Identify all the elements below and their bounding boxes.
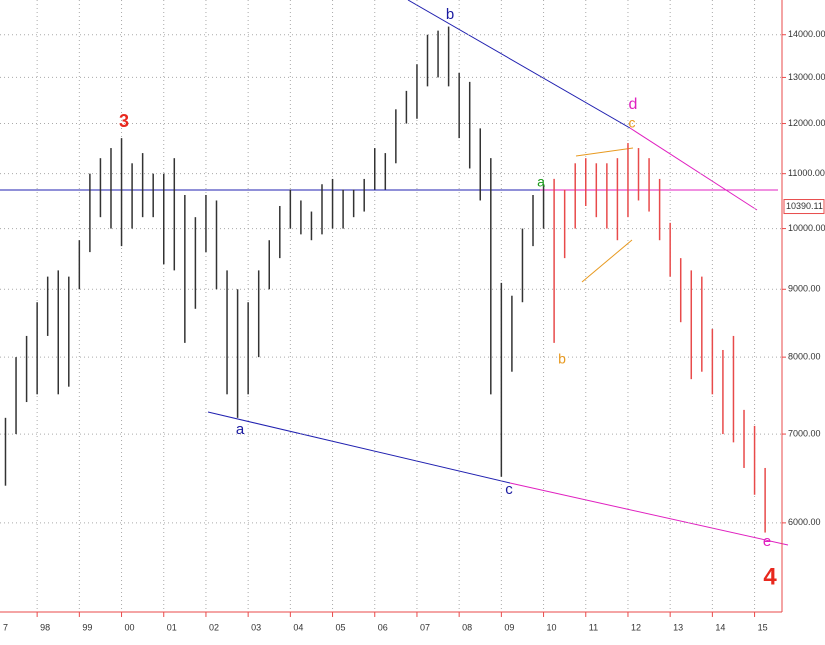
wave-label: b [558, 351, 566, 367]
y-tick-label: 10000.00 [788, 223, 825, 233]
y-tick-label: 8000.00 [788, 352, 821, 362]
x-tick-label: 09 [504, 622, 514, 632]
lower-trendline [207, 411, 511, 484]
x-tick-label: 04 [293, 622, 303, 632]
x-tick-label: 03 [251, 622, 261, 632]
y-tick-label: 7000.00 [788, 428, 821, 438]
x-tick-label: 06 [378, 622, 388, 632]
lower-trendline-ext [509, 482, 789, 546]
y-tick-label: 13000.00 [788, 72, 825, 82]
last-price-label: 10390.11 [786, 201, 823, 211]
y-tick-label: 6000.00 [788, 517, 821, 527]
x-tick-label: 12 [631, 622, 641, 632]
wave-label: b [446, 6, 454, 23]
last-price-box [783, 199, 825, 215]
wave-label: c [629, 115, 636, 131]
y-tick-label: 9000.00 [788, 284, 821, 294]
y-tick-label: 14000.00 [788, 29, 825, 39]
x-tick-label: 00 [125, 622, 135, 632]
wave-label: 4 [763, 563, 777, 590]
wave-label: c [505, 481, 513, 498]
x-tick-label: 01 [167, 622, 177, 632]
x-tick-label: 11 [589, 622, 598, 632]
x-tick-label: 07 [420, 622, 430, 632]
x-tick-label: 10 [547, 622, 557, 632]
x-tick-label: 7 [3, 622, 8, 632]
wave-label: e [763, 533, 771, 550]
wave-label: a [236, 421, 245, 438]
triangle-top [575, 147, 634, 157]
triangle-bottom [581, 239, 633, 283]
y-tick-label: 11000.00 [788, 168, 825, 178]
wave-label: a [537, 174, 545, 190]
x-tick-label: 99 [82, 622, 92, 632]
wave-label: d [629, 96, 638, 113]
upper-trendline-ext [629, 127, 758, 211]
x-tick-label: 13 [673, 622, 683, 632]
x-tick-label: 08 [462, 622, 472, 632]
x-tick-label: 15 [758, 622, 768, 632]
upper-trendline [407, 0, 631, 129]
x-tick-label: 98 [40, 622, 50, 632]
y-tick-label: 12000.00 [788, 118, 825, 128]
x-tick-label: 14 [715, 622, 725, 632]
wave-label: 3 [119, 111, 129, 131]
x-tick-label: 05 [336, 622, 346, 632]
x-tick-label: 02 [209, 622, 219, 632]
